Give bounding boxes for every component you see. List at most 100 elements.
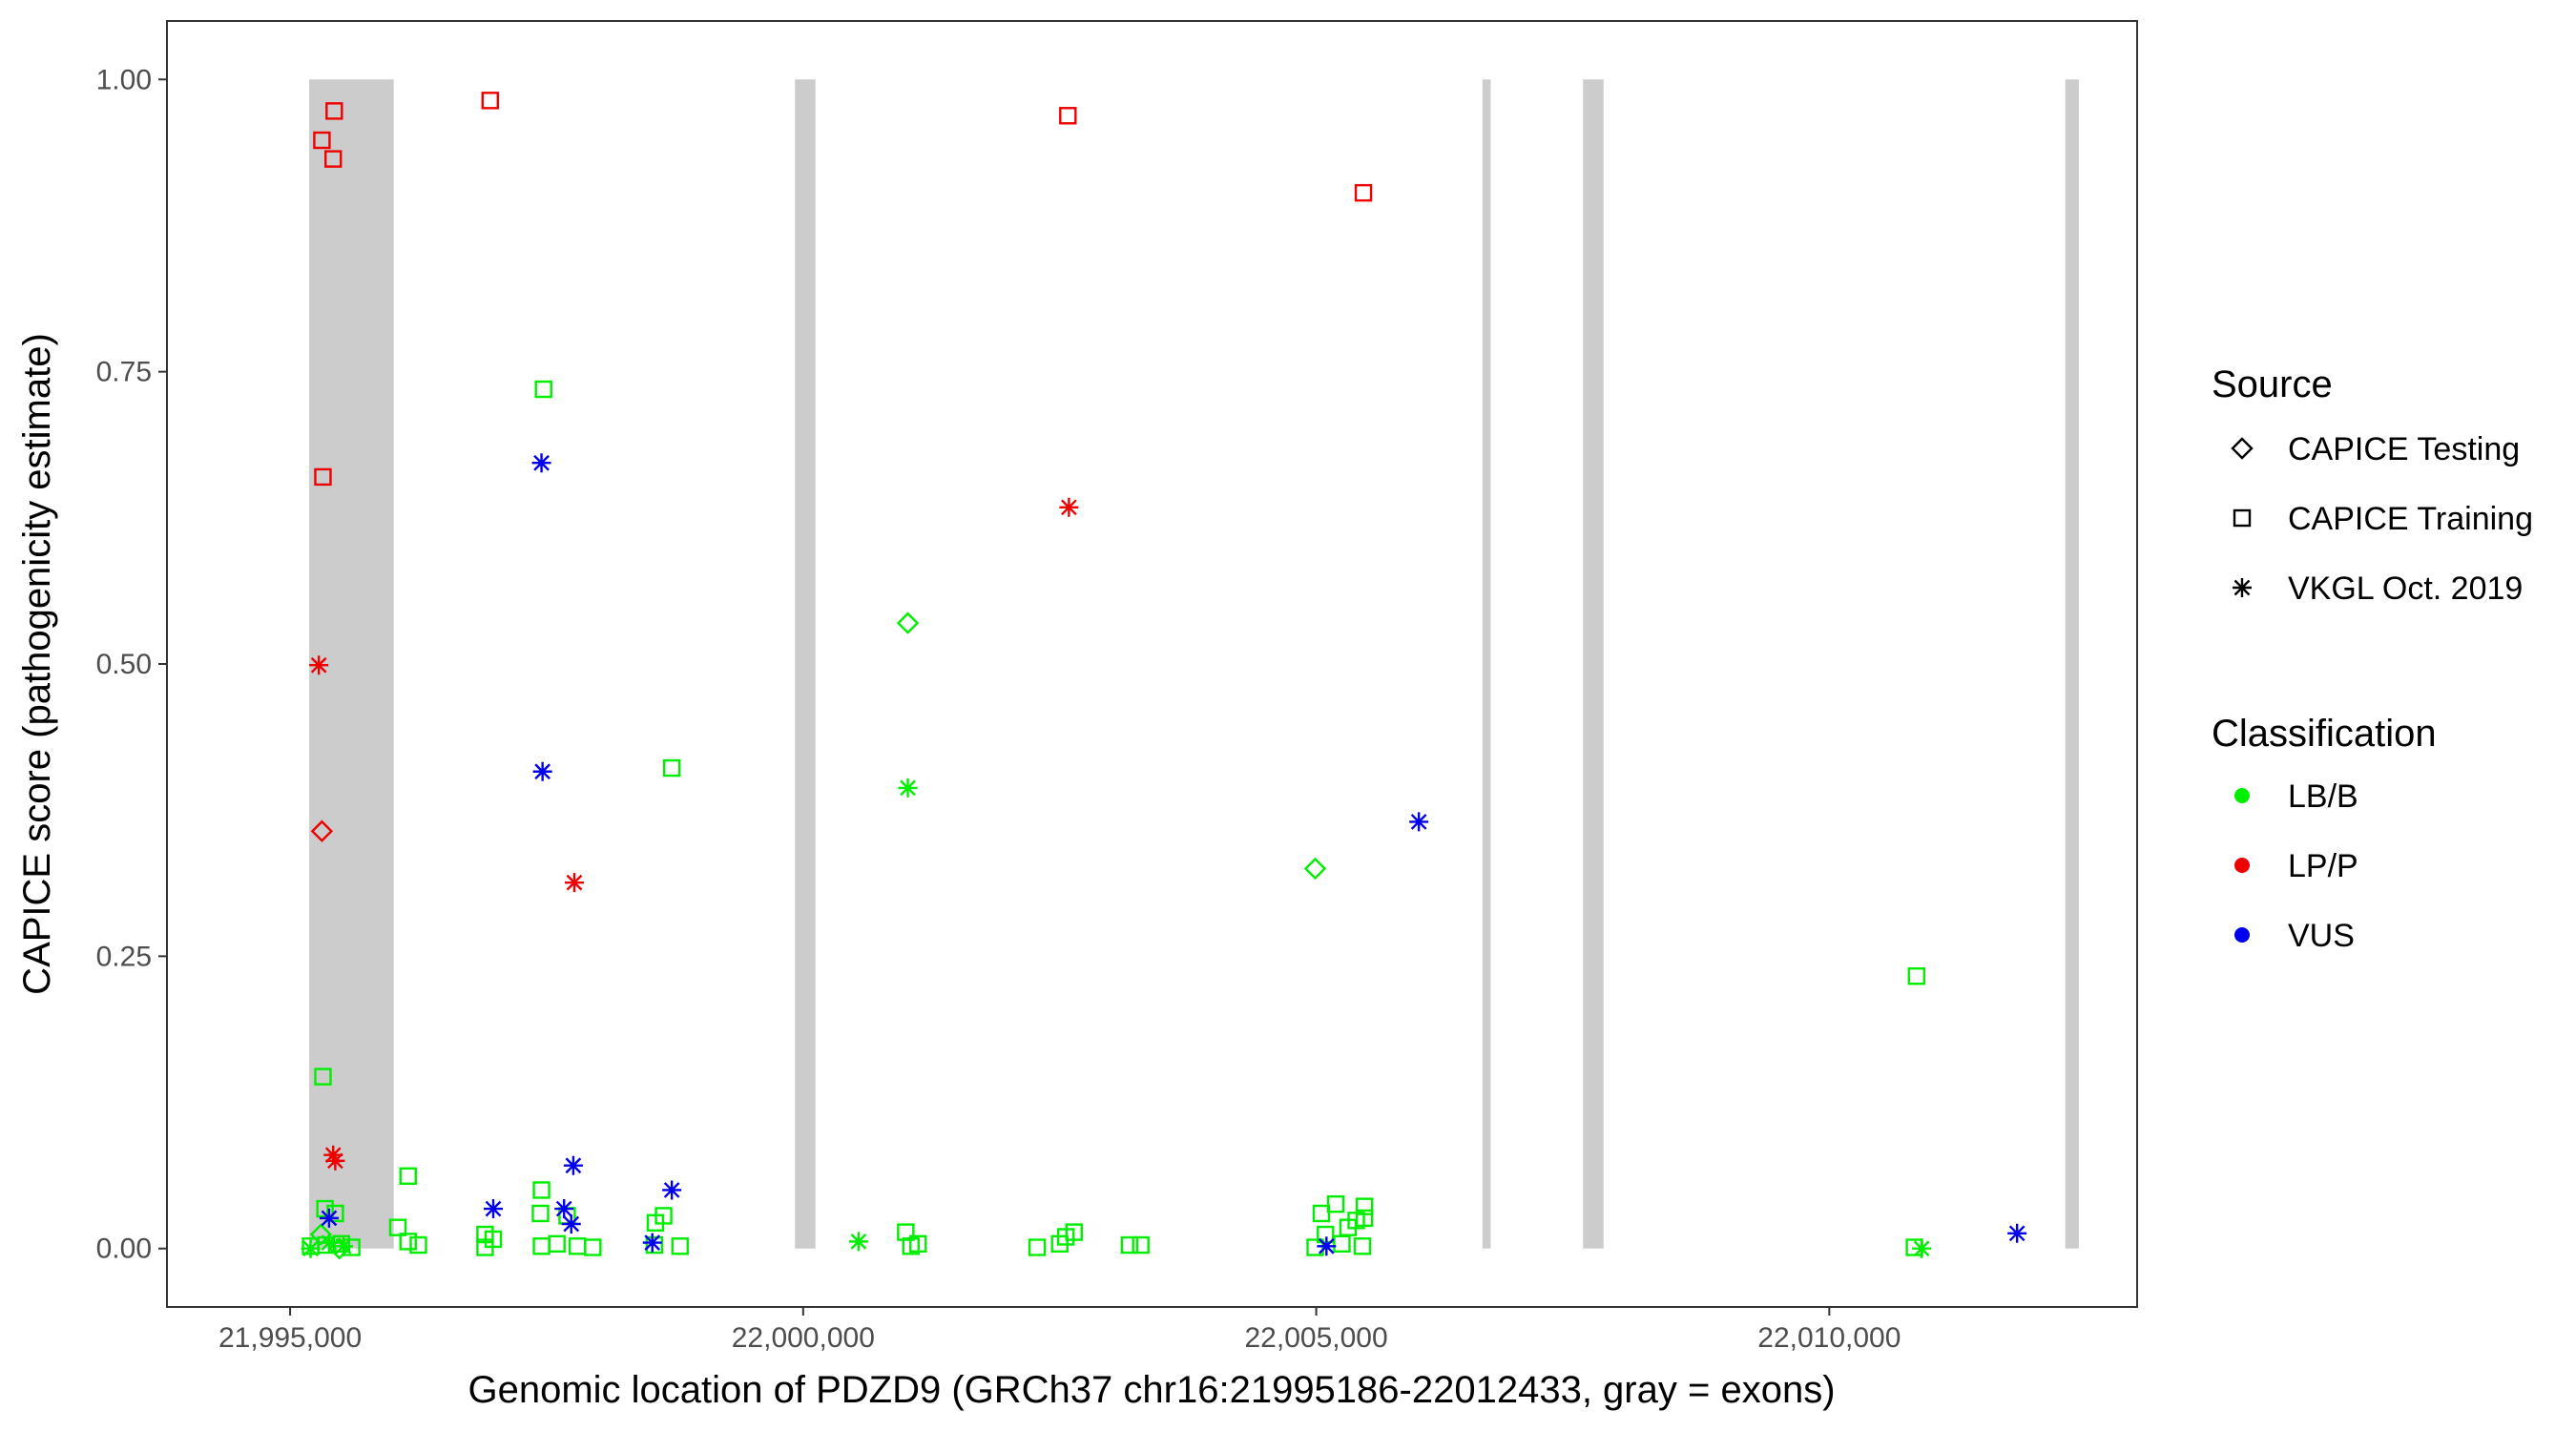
asterisk-marker bbox=[662, 1180, 682, 1200]
data-point bbox=[323, 1145, 343, 1165]
square-marker bbox=[1028, 1238, 1047, 1256]
square-marker bbox=[645, 1235, 664, 1255]
x-tick-label: 22,010,000 bbox=[1757, 1322, 1901, 1354]
square-marker bbox=[654, 1207, 673, 1225]
y-tick-label: 0.75 bbox=[96, 357, 152, 388]
square-marker bbox=[1306, 1238, 1324, 1256]
data-point bbox=[309, 1223, 333, 1246]
square-marker bbox=[325, 102, 343, 120]
legend-source-key bbox=[2231, 437, 2254, 460]
data-point bbox=[564, 873, 584, 893]
data-point bbox=[1059, 107, 1077, 125]
square-marker bbox=[326, 1204, 344, 1223]
x-tick-label: 22,000,000 bbox=[732, 1322, 875, 1354]
data-point bbox=[314, 1068, 332, 1086]
exon-bands bbox=[309, 79, 2080, 1249]
square-marker bbox=[324, 150, 343, 168]
exon-band bbox=[1583, 79, 1604, 1249]
data-point bbox=[896, 612, 920, 634]
square-marker bbox=[316, 1199, 334, 1218]
data-point bbox=[313, 131, 331, 150]
data-point bbox=[531, 1204, 550, 1223]
diamond-marker bbox=[310, 819, 334, 842]
legend-source-key bbox=[2233, 578, 2252, 597]
square-marker bbox=[314, 1068, 332, 1086]
data-point bbox=[325, 1151, 345, 1171]
square-marker bbox=[1326, 1194, 1345, 1213]
asterisk-marker bbox=[2007, 1223, 2027, 1243]
data-point bbox=[301, 1238, 321, 1258]
data-point bbox=[561, 1213, 581, 1234]
data-point bbox=[898, 778, 918, 798]
square-marker bbox=[1355, 1209, 1374, 1228]
asterisk-marker bbox=[309, 655, 329, 675]
asterisk-marker bbox=[532, 761, 552, 781]
asterisk-marker bbox=[564, 873, 584, 893]
legend-class-label: LP/P bbox=[2288, 848, 2358, 884]
square-marker bbox=[531, 1204, 550, 1223]
data-point bbox=[1354, 183, 1373, 202]
asterisk-marker bbox=[325, 1151, 345, 1171]
data-point bbox=[316, 1199, 334, 1218]
square-marker bbox=[1059, 107, 1077, 125]
square-marker bbox=[1907, 966, 1925, 985]
square-marker bbox=[313, 131, 331, 150]
exon-band bbox=[795, 79, 816, 1249]
square-marker bbox=[662, 758, 681, 778]
asterisk-marker bbox=[898, 778, 918, 798]
data-point bbox=[399, 1167, 417, 1185]
data-point bbox=[1065, 1223, 1083, 1241]
square-marker bbox=[897, 1223, 915, 1241]
square-marker bbox=[481, 92, 499, 110]
legend-class-label: VUS bbox=[2288, 918, 2355, 954]
square-marker bbox=[671, 1237, 689, 1255]
data-point bbox=[481, 92, 499, 110]
data-point bbox=[484, 1199, 504, 1219]
asterisk-marker bbox=[2233, 578, 2252, 597]
asterisk-marker bbox=[484, 1199, 504, 1219]
diamond-marker bbox=[309, 1223, 333, 1246]
data-point bbox=[399, 1233, 417, 1251]
data-point bbox=[1912, 1238, 1932, 1258]
data-point bbox=[534, 380, 552, 399]
square-marker bbox=[584, 1238, 602, 1256]
asterisk-marker bbox=[1409, 812, 1429, 832]
y-tick-label: 1.00 bbox=[96, 64, 152, 95]
square-marker bbox=[909, 1234, 927, 1254]
data-point bbox=[531, 453, 551, 473]
exon-band bbox=[1482, 79, 1491, 1249]
data-point bbox=[645, 1235, 664, 1255]
square-marker bbox=[532, 1181, 551, 1199]
asterisk-marker bbox=[323, 1145, 343, 1165]
asterisk-marker bbox=[319, 1233, 339, 1253]
square-marker bbox=[388, 1218, 407, 1236]
legend-source-label: CAPICE Testing bbox=[2288, 431, 2520, 467]
data-point bbox=[324, 150, 343, 168]
legend-source-label: VKGL Oct. 2019 bbox=[2288, 570, 2523, 607]
legend-source-label: CAPICE Training bbox=[2288, 501, 2533, 537]
square-marker bbox=[1065, 1223, 1083, 1241]
square-marker bbox=[409, 1235, 427, 1255]
diamond-marker bbox=[327, 1237, 351, 1260]
data-point bbox=[2007, 1223, 2027, 1243]
asterisk-marker bbox=[1317, 1236, 1337, 1256]
plot-panel-border bbox=[166, 20, 2138, 1308]
data-point bbox=[1333, 1234, 1351, 1254]
data-point bbox=[310, 819, 334, 842]
data-point bbox=[1409, 812, 1429, 832]
y-axis-label: CAPICE score (pathogenicity estimate) bbox=[16, 333, 58, 995]
data-point bbox=[333, 1236, 353, 1256]
legend-class-label: LB/B bbox=[2288, 778, 2358, 815]
legend-source-title: Source bbox=[2212, 363, 2333, 405]
asterisk-marker bbox=[319, 1208, 339, 1228]
data-point bbox=[1355, 1209, 1374, 1228]
diamond-marker bbox=[896, 612, 920, 634]
data-point bbox=[548, 1234, 566, 1254]
square-marker bbox=[2233, 508, 2252, 528]
axes: 0.00 0.25 0.50 0.75 1.00 21,995,000 22,000,000… bbox=[96, 64, 1901, 1354]
data-point bbox=[654, 1207, 673, 1225]
data-point bbox=[1317, 1236, 1337, 1256]
legend: Source CAPICE Testing CAPICE Training VKGL … bbox=[2212, 363, 2533, 954]
data-point bbox=[1303, 857, 1327, 881]
